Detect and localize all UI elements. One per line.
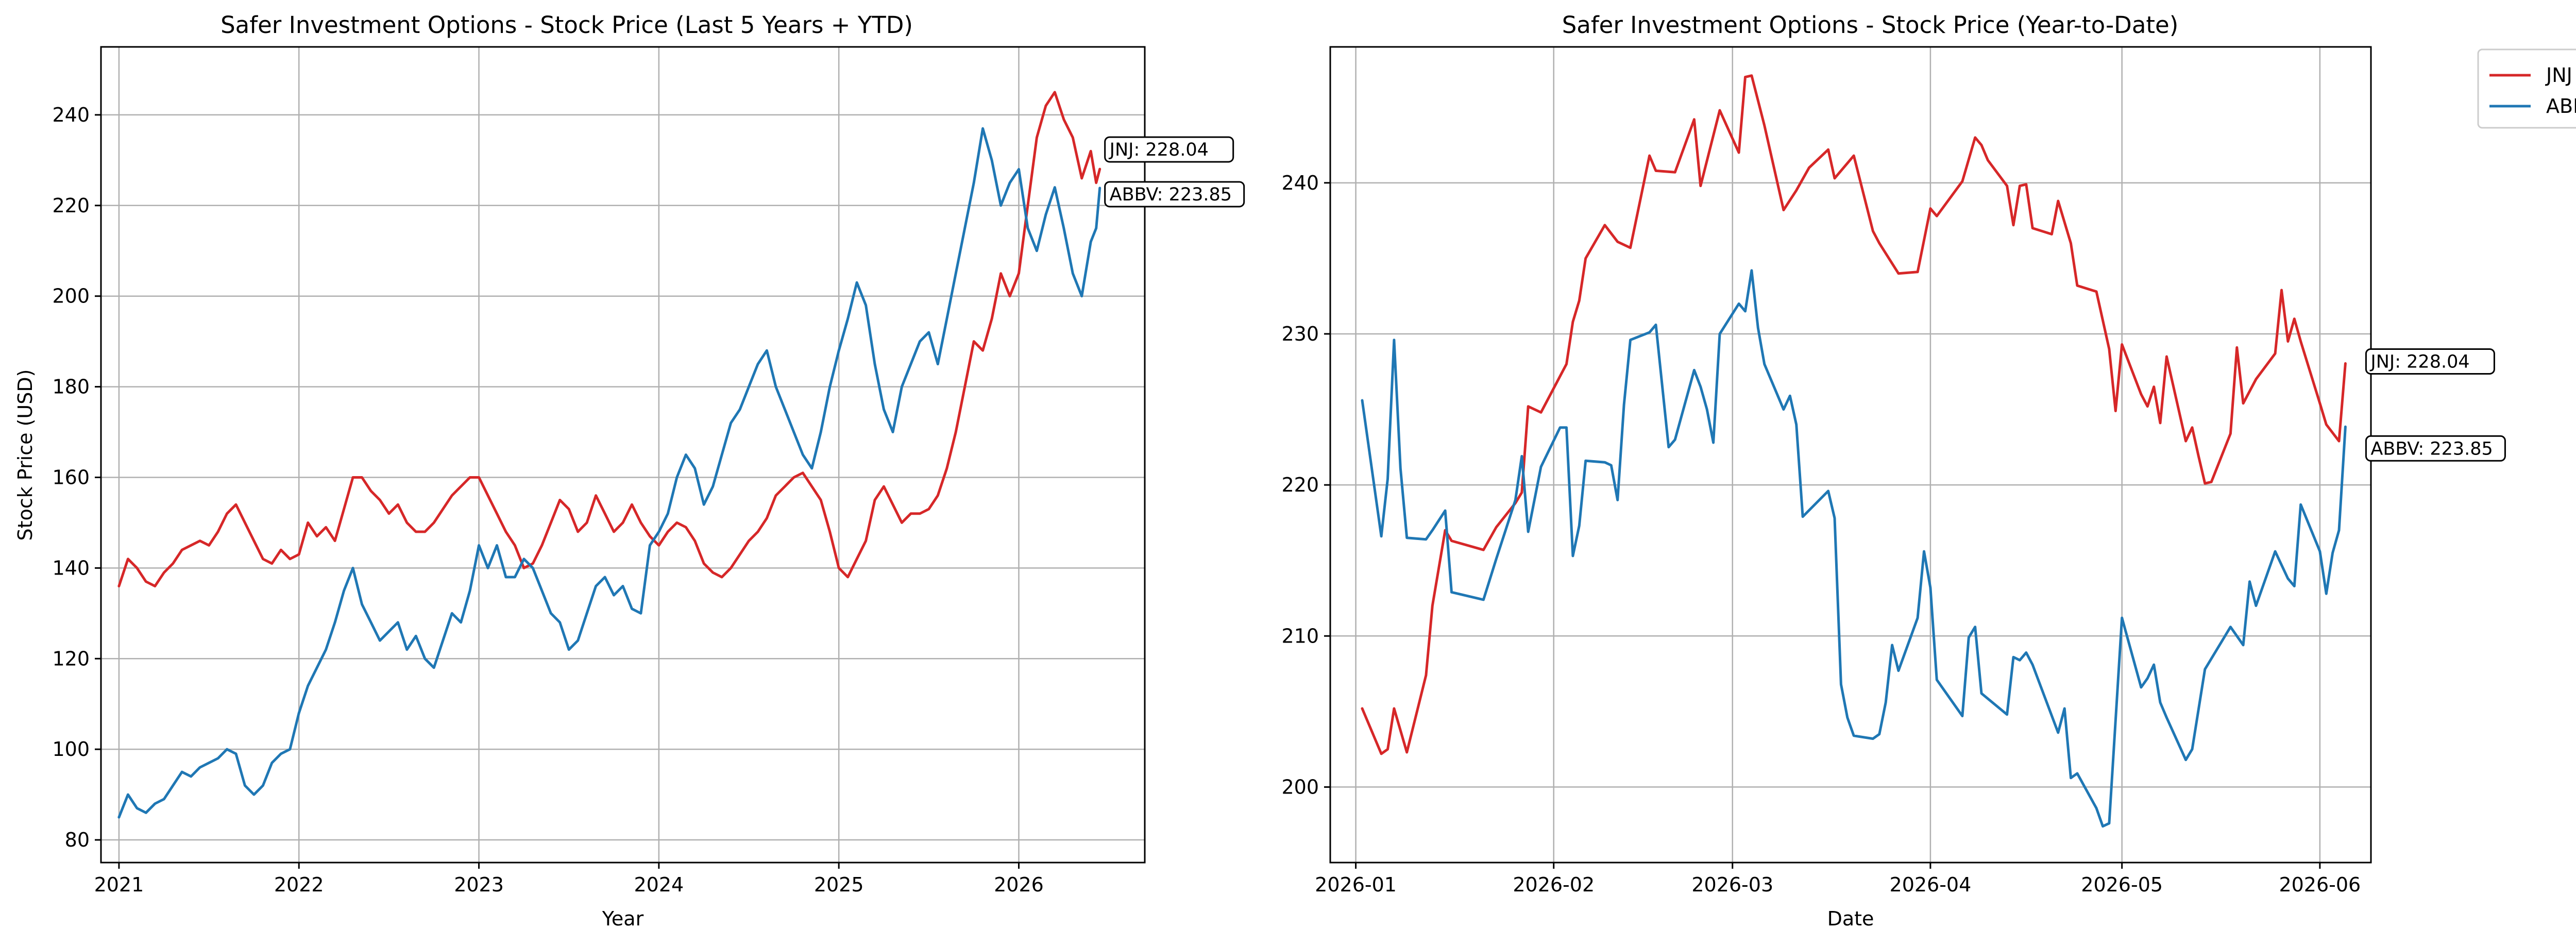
x-tick-label: 2023 xyxy=(454,873,504,896)
x-tick-label: 2025 xyxy=(814,873,864,896)
y-tick-label: 140 xyxy=(52,556,90,579)
end-value-label-text: JNJ: 228.04 xyxy=(2369,351,2469,372)
series-line-abbv xyxy=(1361,269,2347,828)
x-tick-label: 2026-01 xyxy=(1315,873,1397,896)
y-tick-label: 220 xyxy=(1281,474,1319,496)
end-value-label-jnj: JNJ: 228.04 xyxy=(1104,136,1234,163)
x-tick-label: 2022 xyxy=(274,873,324,896)
end-value-label-jnj: JNJ: 228.04 xyxy=(2365,348,2495,375)
y-tick-label: 210 xyxy=(1281,625,1319,647)
grid xyxy=(101,47,1145,863)
chart-title: Safer Investment Options - Stock Price (… xyxy=(221,11,913,39)
end-value-label-box xyxy=(1104,181,1245,208)
x-tick-label: 2026-04 xyxy=(1890,873,1972,896)
x-tick-label: 2026-05 xyxy=(2081,873,2163,896)
y-tick-label: 240 xyxy=(1281,172,1319,194)
legend-entry-abbv: ABBV xyxy=(2489,95,2576,117)
x-tick-label: 2026-03 xyxy=(1691,873,1773,896)
y-axis-label: Stock Price (USD) xyxy=(14,369,37,541)
y-tick-label: 240 xyxy=(52,104,90,126)
end-value-label-text: ABBV: 223.85 xyxy=(2370,438,2493,459)
x-tick-label: 2024 xyxy=(634,873,684,896)
legend: JNJ ABBV xyxy=(2477,48,2576,129)
x-tick-label: 2026 xyxy=(994,873,1044,896)
y-tick-label: 200 xyxy=(1281,775,1319,798)
y-tick-label: 120 xyxy=(52,647,90,670)
end-value-label-box xyxy=(2365,348,2495,375)
legend-box xyxy=(2477,48,2576,129)
end-value-label-box xyxy=(2365,435,2506,462)
plot-lines xyxy=(1361,74,2347,828)
x-tick-label: 2026-06 xyxy=(2279,873,2361,896)
y-tick-label: 100 xyxy=(52,738,90,761)
chart-ytd: Safer Investment Options - Stock Price (… xyxy=(1281,11,2506,930)
x-axis: 2021 2022 2023 2024 2025 2026 xyxy=(94,863,1044,896)
x-tick-label: 2021 xyxy=(94,873,144,896)
y-tick-label: 180 xyxy=(52,376,90,398)
legend-entry-jnj: JNJ xyxy=(2489,64,2572,87)
grid xyxy=(1330,47,2371,863)
y-axis: 80 100 120 140 160 180 200 220 240 xyxy=(52,104,101,851)
y-tick-label: 160 xyxy=(52,466,90,488)
series-line-jnj xyxy=(1361,74,2347,755)
y-tick-label: 220 xyxy=(52,194,90,217)
end-value-label-box xyxy=(1104,136,1234,163)
annotations: JNJ: 228.04 ABBV: 223.85 xyxy=(2365,348,2506,462)
chart-title: Safer Investment Options - Stock Price (… xyxy=(1562,11,2179,39)
y-tick-label: 200 xyxy=(52,285,90,308)
plot-lines xyxy=(117,91,1101,819)
end-value-label-abbv: ABBV: 223.85 xyxy=(2365,435,2506,462)
y-tick-label: 80 xyxy=(65,829,90,851)
end-value-label-text: ABBV: 223.85 xyxy=(1110,184,1232,205)
y-axis: 200 210 220 230 240 xyxy=(1281,172,1330,798)
annotations: JNJ: 228.04 ABBV: 223.85 xyxy=(1104,136,1245,208)
x-tick-label: 2026-02 xyxy=(1513,873,1595,896)
legend-label: JNJ xyxy=(2545,64,2572,87)
x-axis-label: Date xyxy=(1827,907,1874,930)
plot-area-frame xyxy=(100,46,1146,864)
x-axis: 2026-01 2026-02 2026-03 2026-04 2026-05 2026-… xyxy=(1315,863,2361,896)
series-line-jnj xyxy=(117,91,1101,587)
end-value-label-text: JNJ: 228.04 xyxy=(1109,140,1209,160)
end-value-label-abbv: ABBV: 223.85 xyxy=(1104,181,1245,208)
legend-label: ABBV xyxy=(2546,95,2576,117)
x-axis-label: Year xyxy=(602,907,644,930)
series-line-abbv xyxy=(117,127,1101,819)
chart-five-year: Safer Investment Options - Stock Price (… xyxy=(14,11,1245,930)
y-tick-label: 230 xyxy=(1281,323,1319,345)
